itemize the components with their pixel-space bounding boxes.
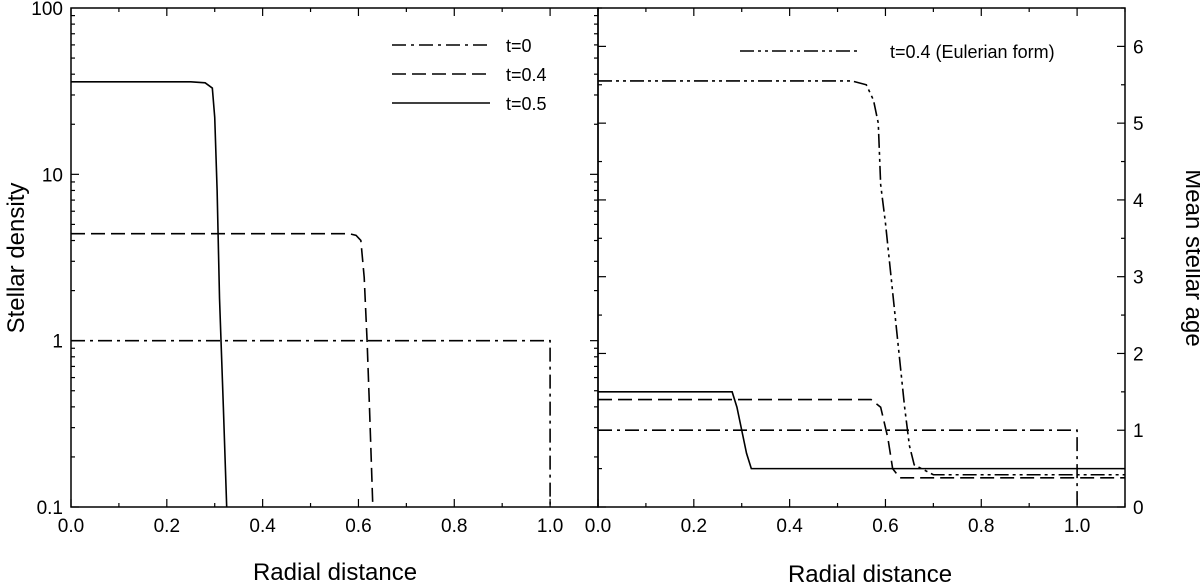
density-curves <box>71 81 551 507</box>
age-y-tick-label: 5 <box>1133 114 1144 135</box>
density-x-tick-label: 1.0 <box>537 516 563 537</box>
density-y-tick-label: 10 <box>42 165 63 186</box>
age-x-axis-label: Radial distance <box>788 561 952 586</box>
age-curves <box>598 80 1125 507</box>
age-series-dashdotdot-0 <box>598 80 1125 476</box>
density-legend-label: t=0.5 <box>506 94 547 114</box>
density-y-tick-label: 100 <box>31 0 63 20</box>
age-y-tick-label: 6 <box>1133 37 1144 58</box>
age-legend-label: t=0.4 (Eulerian form) <box>890 42 1055 62</box>
age-ticks: 0.0 0.2 0.4 0.6 0.8 1.0 0 1 2 3 4 5 6 <box>585 7 1144 537</box>
density-legend: t=0 t=0.4 t=0.5 <box>392 36 547 114</box>
density-x-axis-label: Radial distance <box>253 559 417 586</box>
age-y-axis-label: Mean stellar age <box>1180 169 1200 346</box>
density-series-solid-2 <box>71 81 228 507</box>
age-x-tick-label: 0.4 <box>776 516 803 537</box>
age-y-tick-label: 4 <box>1133 191 1144 212</box>
density-y-tick-label: 0.1 <box>37 498 63 519</box>
age-x-tick-label: 0.0 <box>585 516 611 537</box>
density-legend-label: t=0.4 <box>506 65 547 85</box>
density-legend-label: t=0 <box>506 36 532 56</box>
age-x-tick-label: 0.6 <box>872 516 898 537</box>
density-ticks: 0.0 0.2 0.4 0.6 0.8 1.0 0.1 1 10 100 <box>31 0 599 537</box>
density-x-tick-label: 0.4 <box>249 516 276 537</box>
density-x-tick-label: 0.2 <box>154 516 180 537</box>
age-y-tick-label: 1 <box>1133 421 1144 442</box>
density-y-axis-label: Stellar density <box>3 183 30 334</box>
age-panel: 0.0 0.2 0.4 0.6 0.8 1.0 0 1 2 3 4 5 6 t=0.4 (Euleria… <box>585 7 1200 586</box>
age-x-tick-label: 0.2 <box>681 516 707 537</box>
density-y-tick-label: 1 <box>52 332 63 353</box>
density-series-dashed-1 <box>71 232 374 507</box>
age-series-dashdot-1 <box>598 429 1078 507</box>
age-plot-frame <box>597 7 1126 508</box>
age-x-tick-label: 0.8 <box>968 516 994 537</box>
age-y-tick-label: 2 <box>1133 344 1144 365</box>
age-series-solid-3 <box>598 391 1125 470</box>
density-series-dashdot-0 <box>71 339 551 507</box>
density-x-tick-label: 0.8 <box>441 516 467 537</box>
density-x-tick-label: 0.6 <box>345 516 371 537</box>
age-x-tick-label: 1.0 <box>1064 516 1090 537</box>
age-legend: t=0.4 (Eulerian form) <box>740 42 1055 62</box>
age-y-tick-label: 3 <box>1133 268 1144 289</box>
age-series-dashed-2 <box>598 398 1125 479</box>
density-panel: 0.0 0.2 0.4 0.6 0.8 1.0 0.1 1 10 100 t=0 t=0.4 t=0.… <box>3 0 599 586</box>
density-x-tick-label: 0.0 <box>58 516 84 537</box>
age-y-tick-label: 0 <box>1133 498 1144 519</box>
